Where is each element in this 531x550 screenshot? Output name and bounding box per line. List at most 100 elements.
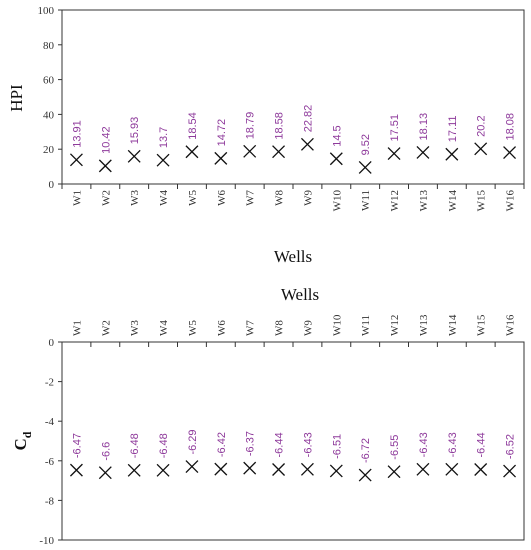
hpi-data-label: 18.08: [505, 113, 517, 141]
cd-point: [69, 463, 83, 477]
cd-data-label: -6.29: [187, 429, 199, 454]
cd-data-label: -6.42: [216, 432, 228, 457]
hpi-x-tick-label: W13: [418, 190, 430, 212]
hpi-x-tick-label: W3: [129, 190, 141, 206]
cd-point: [445, 462, 459, 476]
cd-point: [416, 462, 430, 476]
hpi-x-tick-label: W14: [447, 190, 459, 212]
cd-point: [185, 460, 199, 474]
cd-y-tick-label: -10: [39, 535, 54, 547]
hpi-y-axis: 0 20 40 60 80 100: [38, 5, 62, 191]
hpi-point: [156, 153, 170, 167]
hpi-point: [358, 160, 372, 174]
hpi-x-tick-label: W11: [360, 190, 372, 211]
hpi-point: [69, 153, 83, 167]
cd-data-label: -6.48: [158, 433, 170, 458]
cd-x-tick-label: W7: [245, 320, 257, 336]
hpi-data-label: 15.93: [129, 117, 141, 145]
cd-y-tick-label: -8: [45, 495, 55, 507]
hpi-point: [185, 145, 199, 159]
cd-data-label: -6.52: [505, 434, 517, 459]
hpi-data-label: 17.11: [447, 116, 459, 143]
cd-x-tick-label: W10: [331, 314, 343, 336]
cd-series: -6.47 -6.6 -6.48 -6.48 -6.29 -6.42 -6.37 -6.44 -…: [69, 429, 517, 482]
cd-x-tick-label: W3: [129, 320, 141, 336]
hpi-x-tick-label: W16: [505, 190, 517, 212]
cd-x-tick-label: W16: [505, 314, 517, 336]
cd-x-tick-label: W13: [418, 314, 430, 336]
cd-y-tick-label: -4: [45, 416, 55, 428]
cd-data-label: -6.6: [100, 442, 112, 461]
cd-data-label: -6.47: [71, 433, 83, 458]
hpi-point: [503, 146, 517, 160]
hpi-y-tick-label: 60: [43, 75, 55, 87]
hpi-x-tick-label: W6: [216, 190, 228, 206]
cd-point: [127, 463, 141, 477]
hpi-data-label: 13.91: [71, 120, 83, 148]
hpi-data-label: 20.2: [476, 115, 488, 136]
hpi-x-tick-label: W12: [389, 190, 401, 211]
cd-point: [300, 462, 314, 476]
cd-point: [243, 461, 257, 475]
cd-point: [329, 464, 343, 478]
hpi-point: [329, 152, 343, 166]
hpi-x-tick-label: W4: [158, 190, 170, 206]
cd-data-label: -6.48: [129, 433, 141, 458]
hpi-x-tick-label: W2: [100, 190, 112, 206]
hpi-point: [127, 149, 141, 163]
cd-point: [98, 466, 112, 480]
cd-y-axis-title-sub: d: [20, 431, 34, 438]
cd-y-axis-title: Cd: [11, 431, 34, 450]
cd-point: [272, 463, 286, 476]
hpi-y-tick-label: 0: [49, 179, 55, 191]
hpi-x-tick-label: W1: [71, 190, 83, 206]
hpi-x-tick-label: W7: [245, 190, 257, 206]
cd-point: [387, 465, 401, 479]
cd-point: [474, 463, 488, 476]
cd-y-axis-title-main: C: [11, 438, 30, 450]
hpi-x-tick-label: W9: [302, 190, 314, 206]
hpi-point: [387, 147, 401, 160]
hpi-x-tick-label: W8: [274, 190, 286, 206]
hpi-point: [416, 145, 430, 159]
hpi-data-label: 18.13: [418, 113, 430, 141]
hpi-data-label: 17.51: [389, 114, 401, 142]
cd-point: [503, 464, 517, 478]
hpi-point: [474, 142, 488, 156]
cd-x-axis-title: Wells: [281, 285, 319, 304]
cd-data-label: -6.37: [245, 431, 257, 456]
cd-y-tick-label: 0: [49, 337, 55, 349]
cd-y-tick-label: -6: [45, 456, 55, 468]
cd-x-tick-label: W1: [71, 320, 83, 336]
cd-x-tick-label: W11: [360, 315, 372, 336]
cd-point: [156, 463, 170, 477]
cd-chart: 0 -2 -4 -6 -8 -10 W1 W2 W3 W4 W5 W6 W7 W8 W9 W10 W11 W12…: [11, 285, 525, 547]
hpi-chart: 0 20 40 60 80 100 W1 W2 W3 W4 W5 W6 W7 W8 W9 W10 W11 W12…: [7, 5, 525, 266]
hpi-y-axis-title: HPI: [7, 84, 26, 112]
cd-x-tick-label: W5: [187, 320, 199, 336]
hpi-x-tick-label: W10: [331, 190, 343, 212]
hpi-point: [300, 137, 314, 151]
hpi-y-tick-label: 80: [43, 40, 55, 52]
cd-x-tick-label: W4: [158, 320, 170, 336]
hpi-point: [243, 144, 257, 158]
cd-y-tick-label: -2: [45, 377, 54, 389]
cd-data-label: -6.51: [331, 434, 343, 459]
cd-x-tick-label: W9: [302, 320, 314, 336]
cd-data-label: -6.43: [447, 432, 459, 457]
hpi-point: [272, 145, 286, 159]
hpi-data-label: 13.7: [158, 127, 170, 148]
hpi-data-label: 22.82: [302, 105, 314, 133]
cd-data-label: -6.55: [389, 435, 401, 460]
hpi-data-label: 14.72: [216, 119, 228, 147]
cd-y-axis: 0 -2 -4 -6 -8 -10: [39, 337, 62, 547]
hpi-x-tick-label: W5: [187, 190, 199, 206]
hpi-y-tick-label: 20: [43, 144, 55, 156]
cd-x-tick-label: W8: [274, 320, 286, 336]
hpi-data-label: 18.79: [245, 112, 257, 140]
hpi-data-label: 18.58: [274, 112, 286, 140]
hpi-x-axis-title: Wells: [274, 247, 312, 266]
cd-x-tick-label: W15: [476, 314, 488, 336]
cd-x-axis: W1 W2 W3 W4 W5 W6 W7 W8 W9 W10 W11 W12 W13 W14 W15 W16: [61, 314, 525, 347]
